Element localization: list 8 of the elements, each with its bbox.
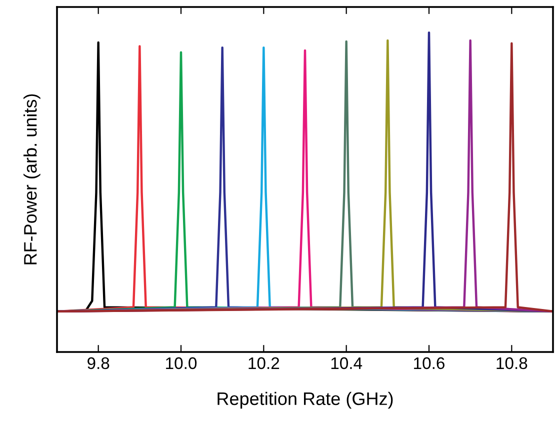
x-tick-label: 10.4 (331, 357, 362, 370)
x-axis-title: Repetition Rate (GHz) (218, 392, 393, 409)
x-tick-label: 9.8 (88, 357, 110, 370)
x-tick-label: 10.8 (496, 357, 528, 370)
y-axis-title: RF-Power (arb. units) (24, 94, 40, 264)
x-tick-label: 10.6 (414, 357, 444, 370)
x-tick-label: 10.2 (248, 357, 280, 370)
x-tick-label: 10.0 (166, 357, 197, 370)
